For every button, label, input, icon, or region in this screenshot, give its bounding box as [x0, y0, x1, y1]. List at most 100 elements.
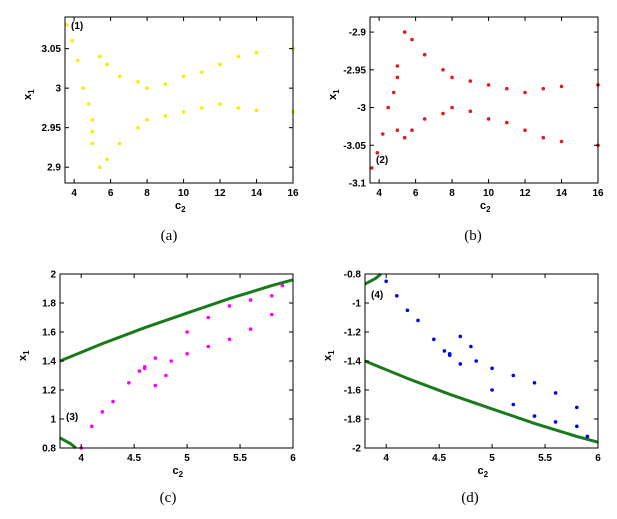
caption-d: (d) — [461, 490, 479, 506]
data-point — [541, 86, 546, 91]
data-point — [81, 86, 85, 90]
data-point — [105, 157, 109, 162]
x-tick-label: 4 — [78, 453, 84, 464]
axes-frame — [364, 273, 599, 449]
data-point — [474, 359, 479, 363]
data-point — [127, 381, 131, 385]
panel-annotation: (1) — [71, 21, 83, 32]
data-point — [200, 106, 204, 110]
x-tick-label: 16 — [287, 188, 299, 199]
data-point — [218, 62, 222, 67]
caption-a: (a) — [160, 228, 178, 244]
y-tick-label: -0.8 — [344, 270, 362, 281]
data-point — [270, 294, 274, 298]
y-tick-label: 1.6 — [42, 328, 56, 339]
data-point — [163, 114, 168, 118]
y-axis-label: x1 — [322, 350, 336, 361]
data-point — [280, 283, 285, 288]
data-point — [86, 102, 91, 106]
y-tick-label: 2.95 — [42, 123, 62, 134]
data-point — [395, 64, 400, 68]
y-tick-label: 2.9 — [47, 163, 61, 174]
y-tick-label: 1.2 — [42, 386, 56, 397]
x-tick-label: 4 — [376, 188, 382, 199]
data-point — [441, 68, 445, 72]
data-point — [227, 304, 232, 308]
data-point — [490, 366, 494, 371]
data-point — [585, 434, 590, 439]
y-tick-label: -1.4 — [344, 357, 362, 368]
data-point — [511, 402, 516, 407]
x-tick-label: 10 — [483, 188, 495, 199]
y-tick-label: -3.05 — [343, 141, 366, 152]
panel-annotation: (2) — [376, 155, 388, 166]
data-point — [370, 166, 374, 170]
y-tick-label: 1.4 — [42, 357, 56, 368]
data-point — [181, 74, 186, 79]
data-point — [416, 318, 420, 323]
data-point — [137, 369, 142, 373]
data-point — [206, 315, 211, 320]
y-tick-label: -3.1 — [349, 179, 367, 190]
data-point — [505, 86, 509, 91]
axes-frame — [59, 273, 294, 449]
data-point — [169, 359, 173, 363]
data-point — [97, 165, 102, 169]
data-point — [105, 62, 109, 67]
data-point — [145, 118, 149, 122]
x-tick-label: 4.5 — [127, 453, 141, 464]
data-point — [100, 410, 105, 414]
y-axis-label: x1 — [17, 350, 31, 361]
x-tick-label: 14 — [556, 188, 568, 199]
data-point — [410, 37, 414, 42]
data-point — [163, 82, 168, 86]
x-tick-label: 12 — [214, 188, 226, 199]
data-point — [523, 90, 527, 95]
x-tick-label: 4.5 — [432, 453, 446, 464]
data-point — [90, 129, 95, 134]
x-tick-label: 5 — [184, 453, 190, 464]
data-point — [441, 111, 445, 116]
data-point — [532, 381, 537, 385]
data-point — [422, 117, 427, 121]
y-tick-label: 2 — [50, 270, 56, 281]
data-point — [458, 334, 463, 339]
data-point — [90, 424, 94, 429]
data-point — [270, 312, 274, 317]
x-tick-label: 4 — [383, 453, 389, 464]
data-point — [236, 106, 241, 110]
data-point — [248, 327, 253, 331]
data-point — [206, 344, 211, 349]
y-tick-label: -1.6 — [344, 386, 362, 397]
data-point — [136, 80, 140, 84]
data-point — [153, 383, 158, 388]
x-tick-label: 6 — [595, 453, 601, 464]
x-tick-label: 4 — [71, 188, 77, 199]
data-point — [181, 110, 186, 114]
panel-a: 4 6 8 10 12 14 16 2.9 2.95 3 3.05 c2 x1 (1) — [22, 16, 299, 214]
data-point — [505, 120, 509, 125]
x-tick-label: 12 — [519, 188, 531, 199]
data-point — [185, 352, 189, 356]
x-tick-label: 5.5 — [538, 453, 552, 464]
data-point — [486, 83, 491, 87]
panel-c: 4 4.5 5 5.5 6 0.8 1 1.2 1.4 1.6 1.8 2 c2 x1 (3) — [17, 270, 296, 480]
data-point — [469, 344, 473, 349]
data-point — [391, 90, 396, 95]
data-point — [575, 424, 579, 429]
data-point — [442, 349, 447, 353]
data-point — [450, 75, 454, 80]
data-point — [236, 54, 241, 59]
panel-d: 4 4.5 5 5.5 6 -0.8 -1 -1.2 -1.4 -1.6 -1.8 -2 c2 x1 (4) — [322, 270, 601, 480]
data-point — [447, 352, 452, 356]
data-point — [117, 74, 122, 79]
data-point — [541, 135, 546, 140]
panel-b: 4 6 8 10 12 14 16 -2.9 -2.95 -3 -3.05 -3.1 c2 x1 (2) — [327, 16, 604, 214]
series-line-1 — [364, 272, 382, 286]
data-point — [386, 105, 391, 110]
data-point — [142, 366, 147, 371]
data-point — [486, 117, 491, 121]
series-line-0 — [364, 359, 599, 444]
data-point — [136, 125, 140, 130]
panel-annotation: (3) — [66, 412, 78, 423]
